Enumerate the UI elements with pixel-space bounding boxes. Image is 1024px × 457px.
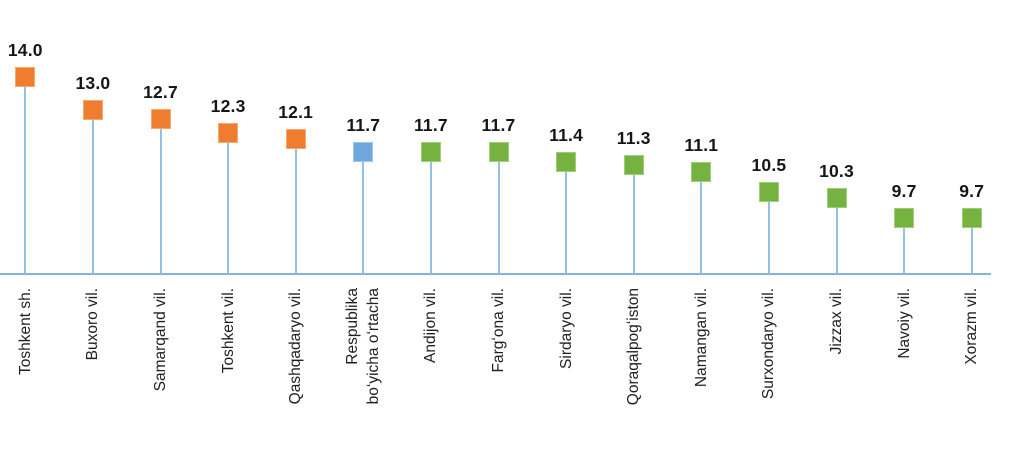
value-label: 11.1 — [684, 135, 719, 155]
marker-square — [15, 66, 36, 87]
value-label: 11.3 — [616, 128, 651, 149]
marker-square — [285, 129, 306, 150]
stem-line — [497, 152, 500, 274]
stem-line — [970, 218, 973, 274]
marker-square — [894, 208, 915, 229]
stem-line — [700, 172, 703, 274]
stem-line — [362, 152, 365, 274]
marker-square — [82, 99, 103, 120]
marker-square — [691, 162, 712, 182]
value-label: 11.7 — [481, 115, 516, 136]
value-label: 11.7 — [413, 115, 448, 136]
marker-square — [826, 188, 847, 209]
marker-square — [758, 181, 779, 202]
marker-square — [150, 109, 171, 130]
stem-line — [632, 165, 635, 274]
stem-line — [159, 119, 162, 274]
value-label: 9.7 — [891, 181, 917, 202]
marker-square — [420, 142, 441, 163]
stem-line — [294, 139, 297, 274]
stem-line — [565, 162, 568, 274]
value-label: 12.3 — [210, 95, 246, 116]
marker-square — [488, 142, 509, 163]
value-label: 10.5 — [751, 154, 787, 175]
stem-line — [903, 218, 906, 274]
marker-square — [353, 142, 374, 163]
marker-square — [623, 155, 644, 176]
value-label: 11.7 — [346, 115, 381, 136]
marker-square — [961, 208, 982, 229]
stem-line — [835, 198, 838, 274]
marker-square — [218, 122, 239, 143]
value-label: 13.0 — [75, 72, 111, 93]
category-label: Xorazm vil. — [963, 288, 981, 365]
x-axis-line — [0, 273, 991, 275]
value-label: 10.3 — [819, 161, 854, 182]
stem-line — [429, 152, 432, 274]
stem-line — [227, 132, 230, 274]
value-label: 12.7 — [143, 82, 178, 103]
marker-square — [556, 152, 577, 173]
stem-line — [91, 109, 94, 274]
stem-line — [24, 76, 27, 274]
value-label: 9.7 — [959, 181, 985, 202]
stem-line — [767, 191, 770, 274]
value-label: 12.1 — [278, 102, 314, 123]
value-label: 14.0 — [7, 39, 43, 60]
value-label: 11.4 — [549, 125, 584, 146]
